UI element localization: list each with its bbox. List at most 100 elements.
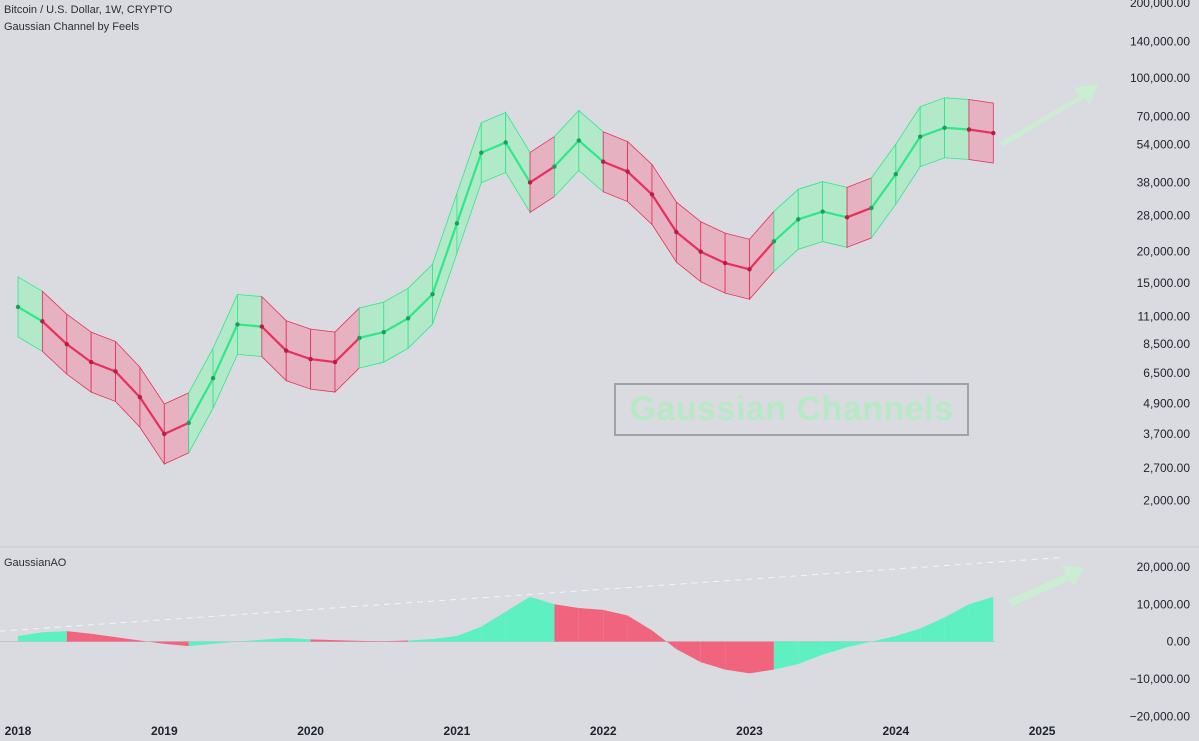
price-point	[942, 125, 947, 130]
channel-midline-segment	[967, 128, 995, 135]
ao-bar-segment	[261, 637, 287, 642]
price-point	[454, 221, 460, 226]
price-point	[503, 140, 508, 145]
channel-midline-segment	[894, 135, 922, 176]
ao-bar-segment	[627, 615, 652, 642]
price-y-tick: 140,000.00	[1130, 35, 1190, 49]
ao-bar-segment	[213, 641, 238, 644]
ao-bar-segment	[603, 609, 628, 642]
price-y-tick: 3,700.00	[1143, 427, 1190, 441]
ao-bar-segment	[798, 641, 823, 664]
price-y-tick: 15,000.00	[1137, 276, 1191, 290]
ao-bar-segment	[432, 636, 457, 642]
ao-bar-segment	[530, 596, 555, 642]
ao-bar-segment	[944, 604, 969, 642]
ao-bar-segment	[286, 637, 311, 642]
ao-bar-segment	[676, 641, 701, 663]
ao-bar-segment	[725, 641, 750, 674]
channel-midline-segment	[845, 206, 873, 219]
channel-midline-segment	[382, 317, 410, 334]
channel-midline-segment	[407, 293, 434, 320]
channel-midline-segment	[602, 160, 629, 173]
ao-bar-segment	[115, 637, 140, 642]
ao-bar-segment	[651, 630, 677, 650]
channel-midline-segment	[187, 377, 215, 425]
price-point	[186, 420, 191, 426]
ao-bar-segment	[871, 636, 896, 642]
price-y-tick: 11,000.00	[1138, 309, 1191, 323]
ao-bar-segment	[359, 640, 384, 642]
channel-midline-segment	[919, 126, 946, 138]
price-point	[64, 341, 69, 347]
price-point	[430, 291, 435, 297]
channel-midline-segment	[797, 210, 824, 221]
channel-midline-segment	[699, 250, 727, 265]
price-point	[893, 171, 898, 177]
ao-y-tick: −10,000.00	[1130, 672, 1191, 686]
price-point	[308, 356, 313, 362]
price-point	[844, 215, 850, 220]
channel-midline-segment	[65, 343, 93, 364]
x-tick: 2019	[151, 724, 178, 738]
x-tick: 2020	[297, 724, 324, 738]
ao-bar-segment	[456, 626, 482, 642]
channel-midline-segment	[748, 240, 775, 271]
price-point	[917, 134, 923, 139]
price-y-tick: 20,000.00	[1137, 245, 1191, 259]
price-y-tick: 2,700.00	[1143, 461, 1190, 475]
channel-midline-segment	[577, 139, 605, 163]
ao-bar-segment	[700, 641, 726, 670]
price-point	[332, 359, 338, 365]
price-point	[162, 431, 167, 437]
ao-bar-segment	[18, 632, 43, 642]
channel-midline-segment	[553, 139, 580, 168]
price-y-tick: 8,500.00	[1143, 337, 1190, 351]
ao-bar-segment	[920, 617, 945, 642]
price-point	[552, 164, 557, 169]
x-tick: 2021	[444, 724, 471, 738]
price-point	[357, 335, 362, 341]
channel-midline-segment	[114, 370, 142, 399]
price-point	[966, 127, 972, 132]
channel-midline-segment	[504, 141, 532, 184]
ao-bar-segment	[383, 640, 409, 642]
ao-bar-segment	[66, 631, 92, 642]
x-tick: 2023	[736, 724, 763, 738]
ao-bar-segment	[578, 608, 604, 642]
price-point	[771, 239, 777, 244]
price-point	[796, 217, 801, 222]
ao-y-tick: 20,000.00	[1137, 560, 1191, 574]
channel-midline-segment	[480, 141, 507, 154]
channel-midline-segment	[90, 360, 117, 373]
ao-bar-segment	[554, 604, 579, 642]
ao-bar-segment	[505, 596, 531, 642]
channel-midline-segment	[821, 210, 849, 219]
channel-midline-segment	[528, 165, 556, 184]
price-point	[527, 180, 533, 185]
ao-bar-segment	[822, 641, 848, 655]
ao-bar-segment	[334, 640, 360, 642]
price-point	[722, 260, 728, 266]
price-y-tick: 100,000.00	[1130, 71, 1190, 85]
price-point	[869, 205, 874, 211]
ao-bar-segment	[188, 641, 214, 647]
indicator-title: Gaussian Channel by Feels	[4, 21, 140, 33]
channel-midline-segment	[431, 222, 458, 296]
price-point	[113, 369, 118, 374]
ao-bar-segment	[42, 631, 67, 642]
ao-bar-segment	[968, 596, 994, 642]
price-y-tick: 38,000.00	[1137, 175, 1191, 189]
watermark-text: Gaussian Channels	[629, 390, 954, 428]
price-y-tick: 200,000.00	[1130, 0, 1190, 10]
ao-y-tick: −20,000.00	[1130, 709, 1191, 723]
price-point	[235, 322, 240, 327]
ao-bar-segment	[749, 641, 774, 674]
ao-y-tick: 10,000.00	[1137, 597, 1191, 611]
channel-midline-segment	[163, 421, 190, 436]
channel-midline-segment	[772, 218, 800, 243]
ao-bar-segment	[481, 611, 506, 642]
channel-midline-segment	[724, 262, 751, 271]
x-tick: 2018	[5, 724, 32, 738]
